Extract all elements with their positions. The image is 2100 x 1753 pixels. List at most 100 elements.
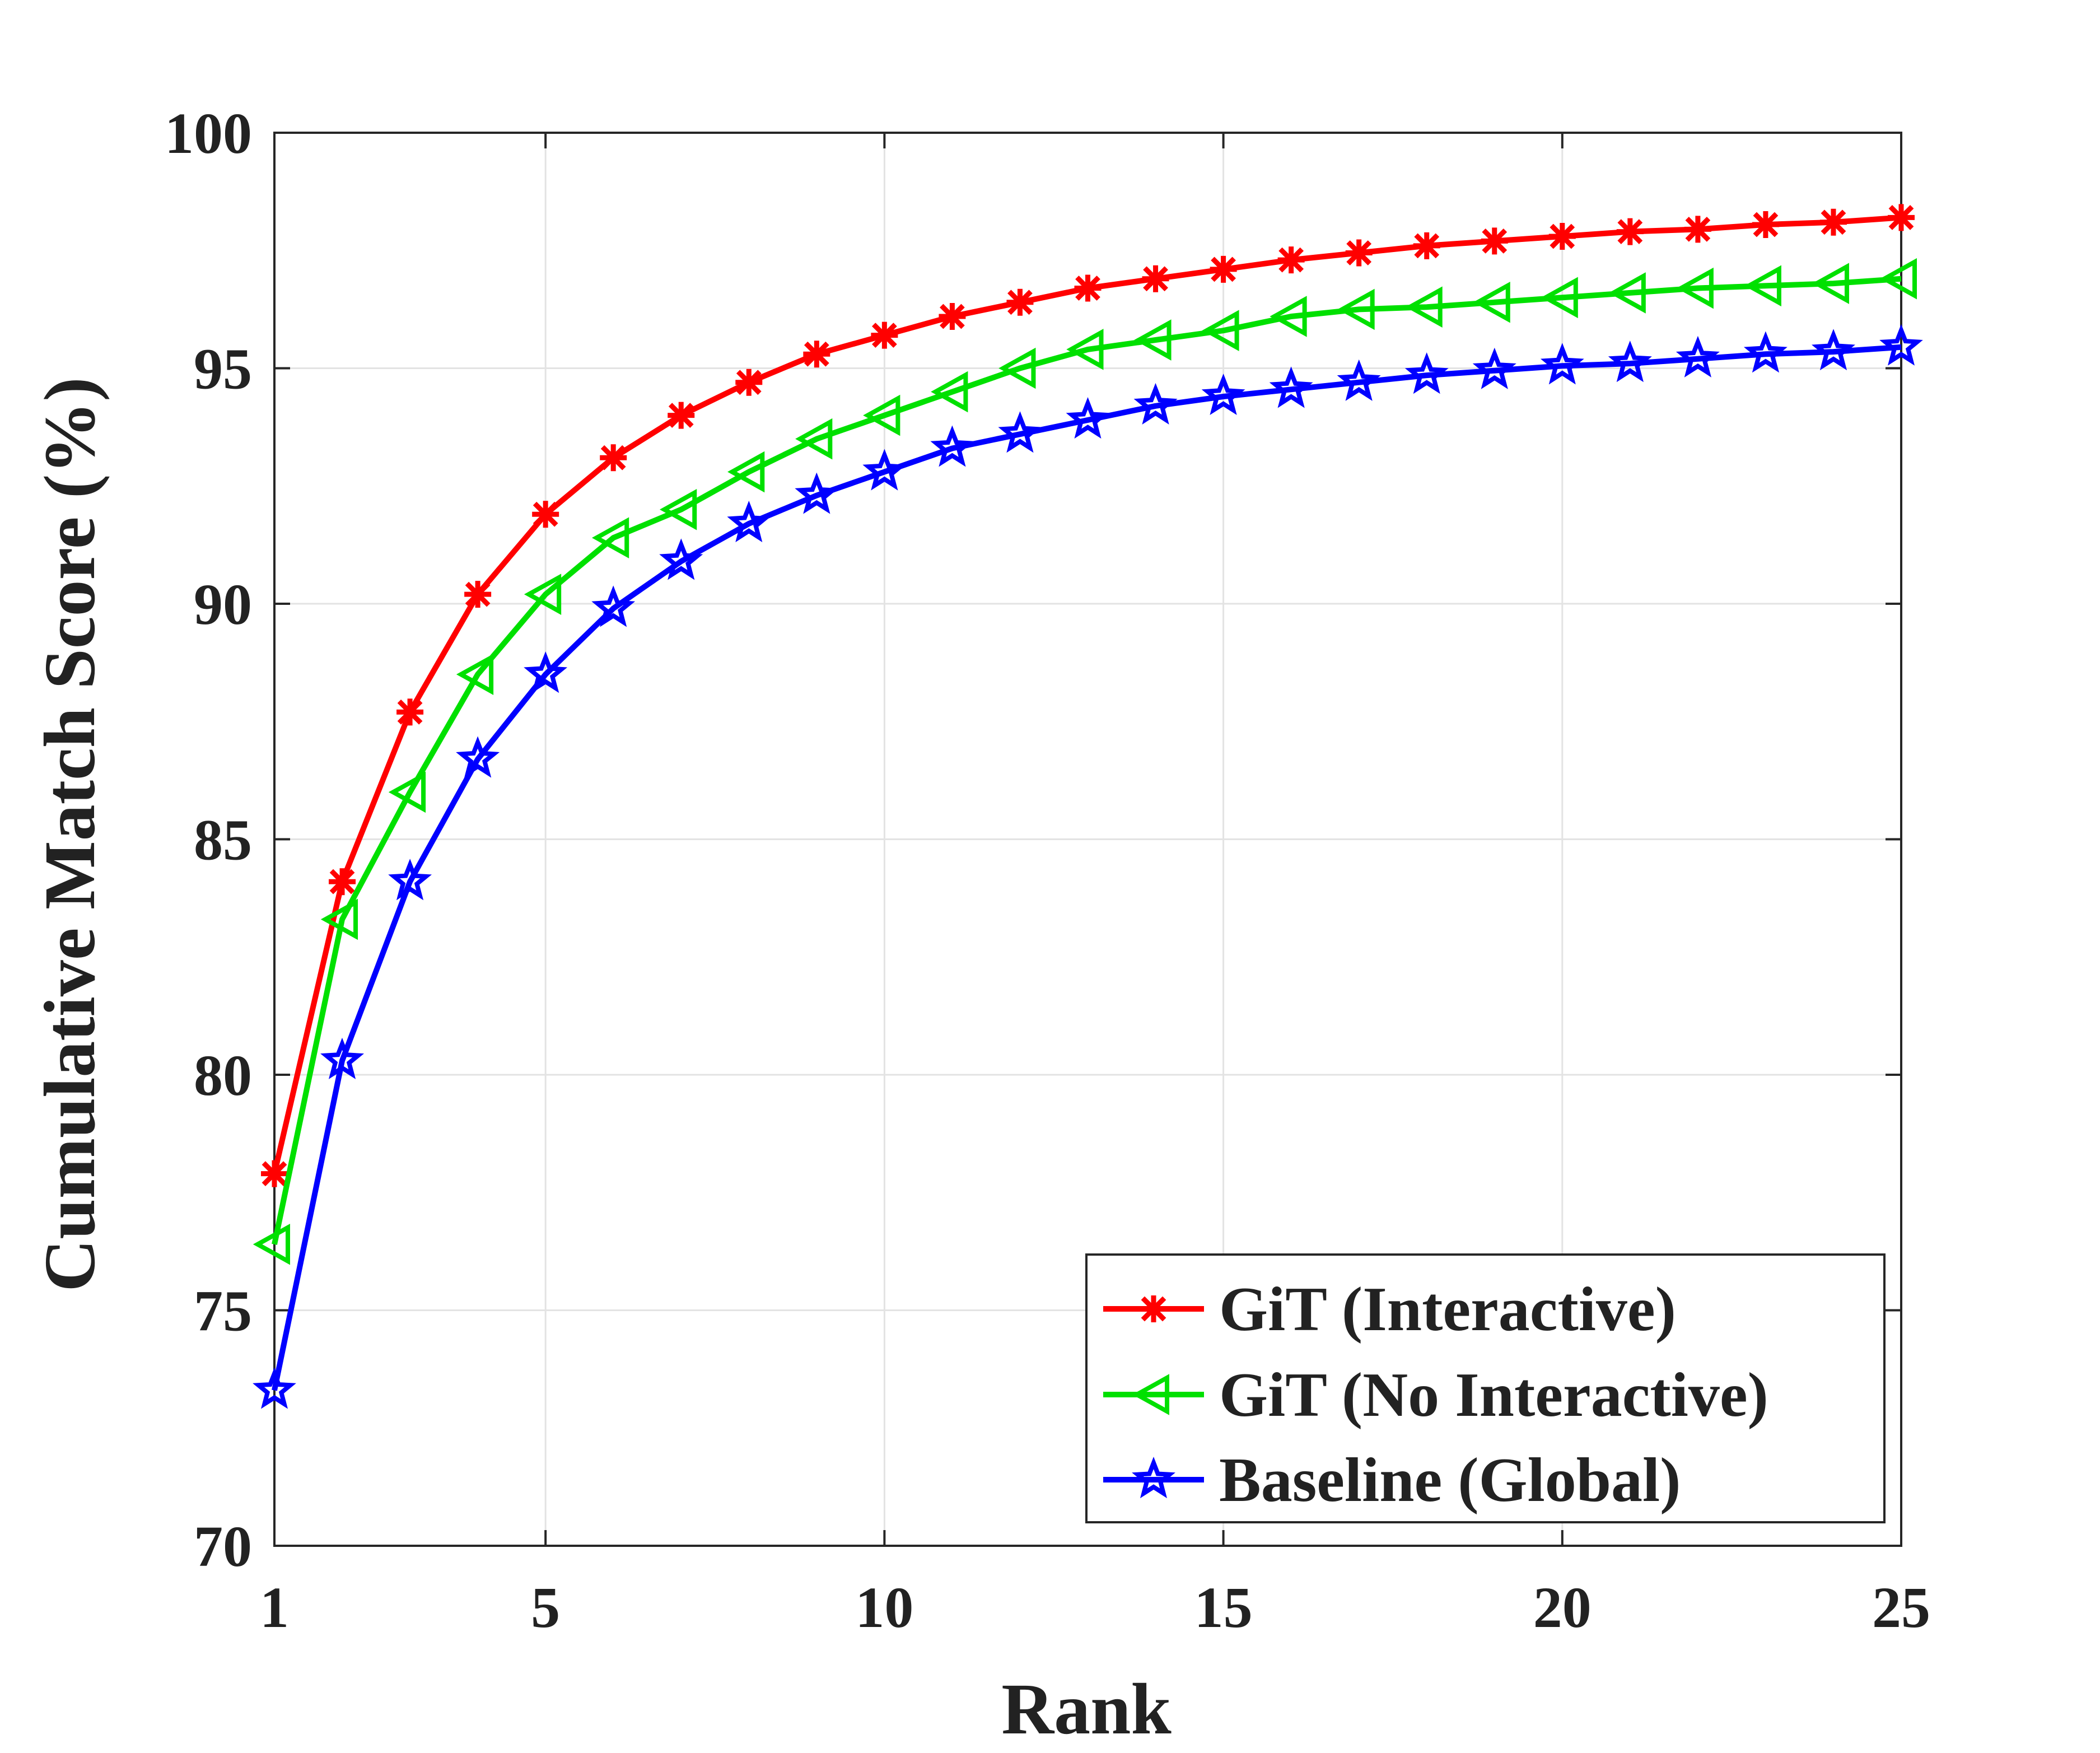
y-tick-label: 95 — [194, 337, 252, 402]
data-point-s3 — [1540, 343, 1584, 385]
data-point-s3 — [591, 585, 636, 627]
legend-label-2: GiT (No Interactive) — [1219, 1360, 1768, 1430]
data-point-s2 — [1337, 288, 1375, 330]
data-point-s2 — [1744, 265, 1781, 307]
data-point-s1 — [396, 698, 424, 726]
data-point-s1 — [1481, 227, 1508, 255]
y-tick-label: 100 — [165, 101, 252, 166]
data-point-s2 — [1676, 267, 1714, 309]
data-point-s2 — [998, 347, 1036, 389]
data-point-s2 — [253, 1223, 290, 1265]
data-point-s1 — [1888, 204, 1915, 231]
data-point-s1 — [1142, 265, 1169, 292]
data-point-s2 — [1879, 258, 1917, 300]
data-point-s1 — [329, 868, 356, 896]
y-tick-label: 70 — [194, 1514, 252, 1579]
x-axis-title: Rank — [1001, 1669, 1172, 1750]
data-point-s2 — [1066, 329, 1104, 370]
legend-label-1: GiT (Interactive) — [1219, 1275, 1676, 1344]
data-point-s2 — [1541, 277, 1578, 319]
series-line-2 — [272, 276, 1902, 1245]
data-point-s3 — [1676, 335, 1720, 377]
data-point-s2 — [456, 654, 494, 695]
data-point-s3 — [1812, 329, 1855, 371]
y-tick-label: 85 — [194, 808, 252, 873]
legend-box — [1085, 1253, 1886, 1523]
data-point-s3 — [659, 538, 703, 580]
data-point-s3 — [1472, 347, 1516, 389]
data-point-s1 — [1616, 218, 1644, 245]
data-point-s1 — [735, 369, 763, 396]
data-point-s3 — [1337, 359, 1381, 401]
x-tick-label: 5 — [531, 1575, 560, 1640]
legend-marker-1 — [1140, 1295, 1167, 1322]
data-point-s3 — [1608, 341, 1652, 383]
data-point-s2 — [1608, 272, 1646, 314]
data-point-s1 — [261, 1160, 288, 1187]
data-point-s3 — [1404, 352, 1449, 394]
data-point-s2 — [591, 517, 629, 559]
data-point-s3 — [1879, 324, 1923, 366]
y-axis-title: Cumulative Match Score (%) — [30, 377, 110, 1292]
data-point-s1 — [532, 501, 559, 528]
data-point-s1 — [871, 321, 898, 349]
data-point-s1 — [600, 444, 627, 472]
x-tick-label: 15 — [1194, 1575, 1253, 1640]
data-point-s1 — [1413, 232, 1440, 259]
data-point-s2 — [1473, 281, 1510, 323]
x-tick-label: 10 — [855, 1575, 913, 1640]
x-tick-label: 1 — [260, 1575, 289, 1640]
data-point-s1 — [464, 581, 492, 608]
data-point-s2 — [1405, 286, 1443, 328]
series-line-3 — [272, 344, 1902, 1391]
data-point-s2 — [524, 574, 562, 615]
axes-layer — [273, 132, 1902, 1547]
data-point-s3 — [998, 411, 1042, 453]
data-point-s1 — [1548, 223, 1576, 250]
data-point-s3 — [1066, 397, 1110, 439]
data-point-s2 — [1202, 310, 1239, 352]
data-point-s3 — [456, 736, 500, 778]
data-point-s2 — [1270, 296, 1307, 337]
legend-marker-3 — [1132, 1456, 1175, 1499]
x-tick-label: 20 — [1533, 1575, 1592, 1640]
data-point-s2 — [795, 418, 833, 460]
legend-marker-2 — [1132, 1374, 1169, 1415]
data-point-s2 — [727, 451, 765, 493]
data-point-s3 — [727, 500, 771, 543]
data-point-s1 — [1006, 288, 1034, 316]
data-point-s1 — [939, 302, 966, 330]
data-point-s3 — [1133, 383, 1178, 425]
data-point-s1 — [1752, 211, 1779, 238]
data-point-s3 — [524, 651, 568, 693]
data-point-s1 — [1345, 239, 1373, 267]
data-point-s1 — [1277, 246, 1305, 274]
data-point-s1 — [803, 341, 830, 368]
data-point-s1 — [1074, 274, 1102, 302]
series-layer — [253, 204, 1923, 1409]
data-point-s2 — [863, 394, 900, 436]
y-tick-label: 80 — [194, 1043, 252, 1108]
data-point-s3 — [1743, 331, 1788, 373]
data-point-s2 — [1134, 319, 1172, 361]
data-point-s3 — [1201, 374, 1245, 416]
data-point-s1 — [1684, 216, 1711, 243]
data-point-s3 — [862, 449, 907, 491]
data-point-s2 — [320, 898, 358, 940]
data-point-s2 — [388, 771, 426, 813]
data-point-s2 — [1812, 263, 1849, 304]
data-point-s1 — [1819, 208, 1847, 236]
data-point-s1 — [668, 402, 695, 429]
data-point-s2 — [931, 371, 968, 413]
data-point-s3 — [795, 472, 839, 514]
data-point-s3 — [388, 859, 432, 901]
data-point-s2 — [660, 489, 697, 530]
data-point-s3 — [930, 425, 974, 467]
x-tick-label: 25 — [1872, 1575, 1930, 1640]
y-tick-label: 90 — [194, 572, 252, 637]
data-point-s3 — [253, 1367, 296, 1409]
legend: GiT (Interactive) GiT (No Interactive) Bas… — [1085, 1253, 1886, 1523]
